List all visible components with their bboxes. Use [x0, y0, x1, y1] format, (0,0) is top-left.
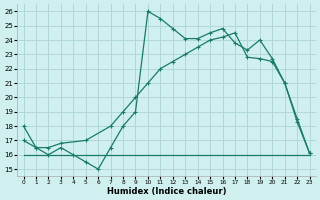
- X-axis label: Humidex (Indice chaleur): Humidex (Indice chaleur): [107, 187, 226, 196]
